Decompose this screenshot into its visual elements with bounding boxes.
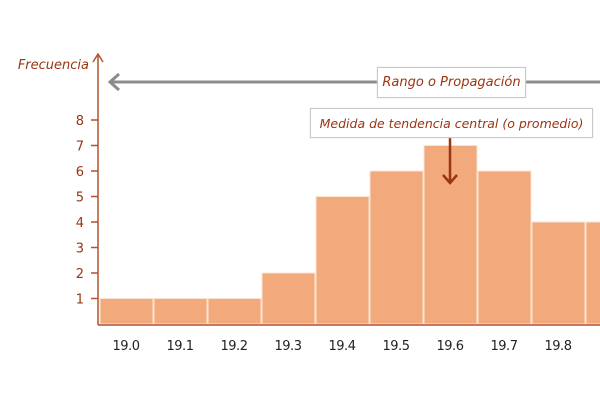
central-tendency-arrowhead	[442, 174, 458, 185]
histogram-bar	[207, 298, 262, 325]
x-tick-label: 19.5	[383, 339, 410, 354]
y-tick-label: 4	[76, 216, 84, 231]
histogram-bar	[531, 221, 586, 325]
y-tick-label: 5	[76, 191, 84, 206]
y-axis-arrowhead	[92, 52, 104, 63]
histogram-bar	[315, 196, 370, 325]
histogram-bar	[477, 170, 532, 325]
y-tick-label: 1	[76, 293, 84, 308]
y-axis-label: Frecuencia	[18, 58, 89, 73]
y-tick-label: 7	[76, 140, 84, 155]
x-tick-label: 19.6	[437, 339, 464, 354]
histogram-bar	[261, 272, 316, 325]
central-tendency-label: Medida de tendencia central (o promedio)	[310, 108, 593, 138]
histogram-bar	[369, 170, 424, 325]
y-tick-label: 8	[76, 114, 84, 129]
x-tick-label: 19.1	[167, 339, 194, 354]
y-tick-label: 6	[76, 165, 84, 180]
histogram-bar	[585, 221, 600, 325]
x-tick-label: 19.2	[221, 339, 248, 354]
range-label: Rango o Propagación	[377, 67, 526, 98]
x-tick-label: 19.8	[545, 339, 572, 354]
histogram-bar	[153, 298, 208, 325]
histogram-bar	[99, 298, 154, 325]
x-tick-label: 19.3	[275, 339, 302, 354]
x-tick-label: 19.7	[491, 339, 518, 354]
y-tick-label: 3	[76, 242, 84, 257]
y-tick-label: 2	[76, 267, 84, 282]
x-tick-label: 19.4	[329, 339, 356, 354]
range-arrowhead	[107, 72, 120, 92]
x-tick-label: 19.0	[113, 339, 140, 354]
